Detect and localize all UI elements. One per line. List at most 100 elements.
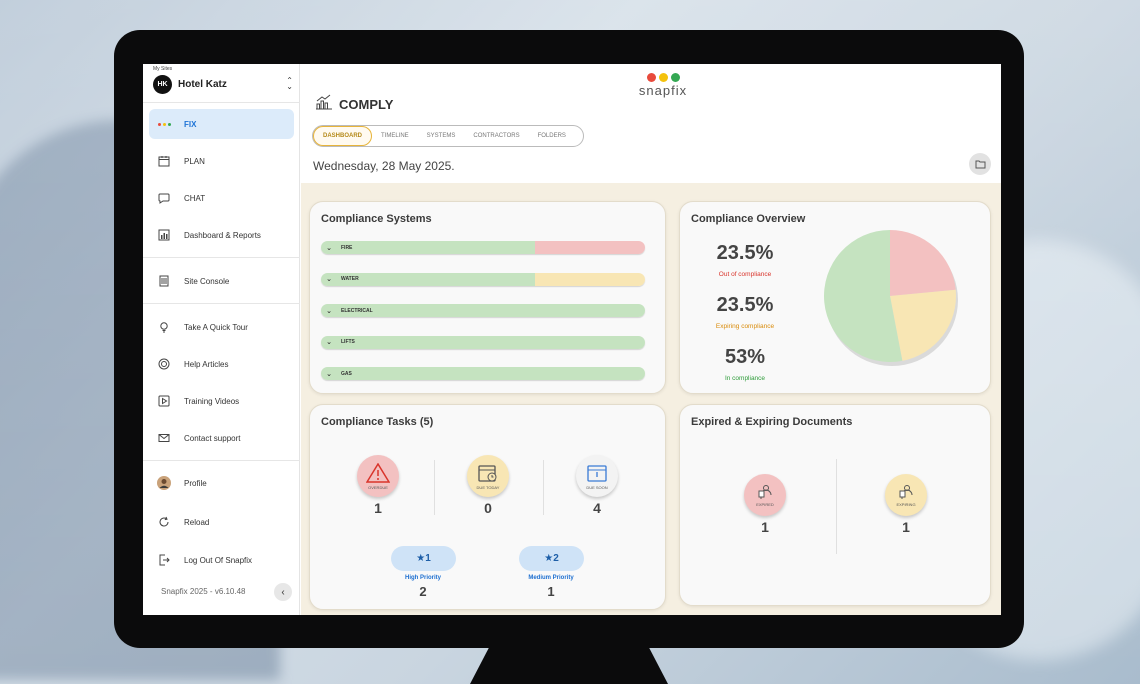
medium-priority-label: Medium Priority	[528, 575, 574, 581]
expiring-compliance-value: 23.5%	[716, 294, 774, 316]
sidebar-item-fix[interactable]: FIX	[149, 109, 294, 139]
dashboard-area: Compliance Systems ⌄ FIRE ⌄ WATER ⌄ ELECTRICA…	[301, 183, 1001, 615]
sidebar-item-label: CHAT	[184, 193, 206, 203]
sidebar-item-label: Contact support	[184, 433, 241, 443]
chevron-up-down-icon: ⌃ ⌄	[286, 76, 293, 91]
chevron-down-icon: ⌄	[326, 244, 332, 252]
sidebar-item-label: Log Out Of Snapfix	[184, 555, 253, 565]
high-priority-button[interactable]: ★1	[391, 546, 456, 571]
expired-count: 1	[761, 519, 769, 535]
sidebar-item-label: FIX	[184, 119, 197, 129]
in-compliance-segment	[321, 272, 535, 286]
sidebar-item-label: Help Articles	[184, 359, 229, 369]
folder-button[interactable]	[969, 153, 991, 175]
card-title: Compliance Systems	[321, 213, 432, 225]
site-avatar: HK	[153, 74, 172, 94]
sidebar-item-dashboard-reports[interactable]: Dashboard & Reports	[149, 220, 294, 250]
compliance-pie-chart	[824, 230, 958, 366]
sidebar-item-quick-tour[interactable]: Take A Quick Tour	[149, 312, 294, 342]
compliance-tasks-card: Compliance Tasks (5) OVERDUE 1 DUE TODAY…	[309, 404, 666, 610]
medium-priority-button[interactable]: ★2	[519, 546, 584, 571]
chevron-down-icon: ⌄	[326, 370, 332, 378]
in-compliance-value: 53%	[724, 346, 766, 368]
folder-icon	[975, 160, 985, 169]
tab-folders[interactable]: FOLDERS	[537, 133, 566, 139]
main-content: snapfix COMPLY DASHBOARD TIMELINE SYSTEM…	[301, 64, 1001, 615]
status-segment	[534, 272, 645, 286]
chevron-left-icon: ‹	[281, 586, 285, 598]
system-name: FIRE	[341, 244, 353, 251]
sidebar-item-contact-support[interactable]: Contact support	[149, 423, 294, 453]
tab-dashboard[interactable]: DASHBOARD	[313, 126, 372, 146]
site-selector[interactable]: HK Hotel Katz ⌃ ⌄	[153, 74, 293, 94]
expiring-documents-button[interactable]: EXPIRING	[885, 474, 927, 516]
app-version: Snapfix 2025 - v6.10.48	[161, 587, 246, 596]
system-name: WATER	[341, 276, 359, 282]
out-of-compliance-value: 23.5%	[716, 242, 774, 264]
logout-icon	[157, 553, 171, 567]
calendar-clock-icon	[478, 464, 497, 482]
avatar-icon	[157, 476, 171, 490]
sidebar-item-training-videos[interactable]: Training Videos	[149, 386, 294, 416]
system-row-fire[interactable]: ⌄ FIRE	[321, 241, 645, 254]
expired-documents-button[interactable]: EXPIRED	[744, 474, 786, 516]
expiring-count: 1	[902, 519, 910, 535]
due-soon-tasks-button[interactable]: DUE SOON	[576, 455, 618, 497]
system-row-gas[interactable]: ⌄ GAS	[321, 367, 645, 380]
due-soon-count: 4	[593, 500, 601, 516]
tab-systems[interactable]: SYSTEMS	[426, 133, 456, 139]
system-row-electrical[interactable]: ⌄ ELECTRICAL	[321, 304, 645, 317]
sidebar-item-label: Profile	[184, 478, 207, 488]
in-compliance-segment	[321, 335, 645, 349]
status-segment	[534, 241, 645, 254]
snapfix-logo: snapfix	[633, 73, 693, 98]
lifebuoy-icon	[157, 357, 171, 371]
compliance-systems-card: Compliance Systems ⌄ FIRE ⌄ WATER ⌄ ELECTRICA…	[309, 201, 666, 394]
page-title: COMPLY	[315, 94, 393, 115]
high-priority-count: 2	[419, 584, 427, 599]
document-person-icon	[758, 484, 772, 499]
pie-slice-out-of-compliance[interactable]	[890, 230, 956, 296]
pie-slice-in-compliance[interactable]	[824, 230, 903, 362]
pie-slice-expiring-compliance[interactable]	[890, 289, 956, 361]
tab-contractors[interactable]: CONTRACTORS	[473, 133, 520, 139]
medium-priority-count: 1	[547, 584, 555, 599]
system-row-lifts[interactable]: ⌄ LIFTS	[321, 335, 645, 349]
chevron-down-icon: ⌄	[326, 307, 332, 315]
sidebar-item-site-console[interactable]: Site Console	[149, 266, 294, 296]
task-status-label: DUE SOON	[586, 484, 608, 490]
monitor-stand	[470, 646, 668, 684]
calendar-icon	[157, 154, 171, 168]
app-screen: My Sites HK Hotel Katz ⌃ ⌄ FIX PLAN CHAT	[143, 64, 1001, 615]
overdue-tasks-button[interactable]: OVERDUE	[357, 455, 399, 497]
sidebar-item-reload[interactable]: Reload	[149, 507, 294, 537]
in-compliance-segment	[321, 241, 535, 254]
system-row-water[interactable]: ⌄ WATER	[321, 272, 645, 286]
card-title: Expired & Expiring Documents	[691, 416, 853, 428]
play-icon	[157, 394, 171, 408]
chat-bubble-icon	[157, 191, 171, 205]
high-priority-label: High Priority	[404, 575, 441, 581]
reload-icon	[157, 515, 171, 529]
calendar-alert-icon	[587, 464, 607, 482]
comply-chart-icon	[315, 94, 333, 115]
sidebar-item-logout[interactable]: Log Out Of Snapfix	[149, 545, 294, 575]
card-title: Compliance Overview	[691, 213, 806, 225]
bar-chart-icon	[157, 228, 171, 242]
sidebar-item-chat[interactable]: CHAT	[149, 183, 294, 213]
three-dots-icon	[157, 117, 171, 131]
overdue-count: 1	[374, 500, 382, 516]
tab-timeline[interactable]: TIMELINE	[381, 133, 409, 139]
sidebar-item-help-articles[interactable]: Help Articles	[149, 349, 294, 379]
in-compliance-label: In compliance	[724, 375, 766, 382]
sidebar-item-profile[interactable]: Profile	[149, 468, 294, 498]
due-today-count: 0	[484, 500, 492, 516]
sidebar-item-label: PLAN	[184, 156, 205, 166]
document-status-label: EXPIRED	[756, 501, 774, 507]
collapse-sidebar-button[interactable]: ‹	[274, 583, 292, 601]
sidebar-item-plan[interactable]: PLAN	[149, 146, 294, 176]
expiring-compliance-label: Expiring compliance	[715, 323, 775, 330]
due-today-tasks-button[interactable]: DUE TODAY	[467, 455, 509, 497]
system-name: ELECTRICAL	[341, 307, 373, 314]
in-compliance-segment	[321, 304, 645, 317]
